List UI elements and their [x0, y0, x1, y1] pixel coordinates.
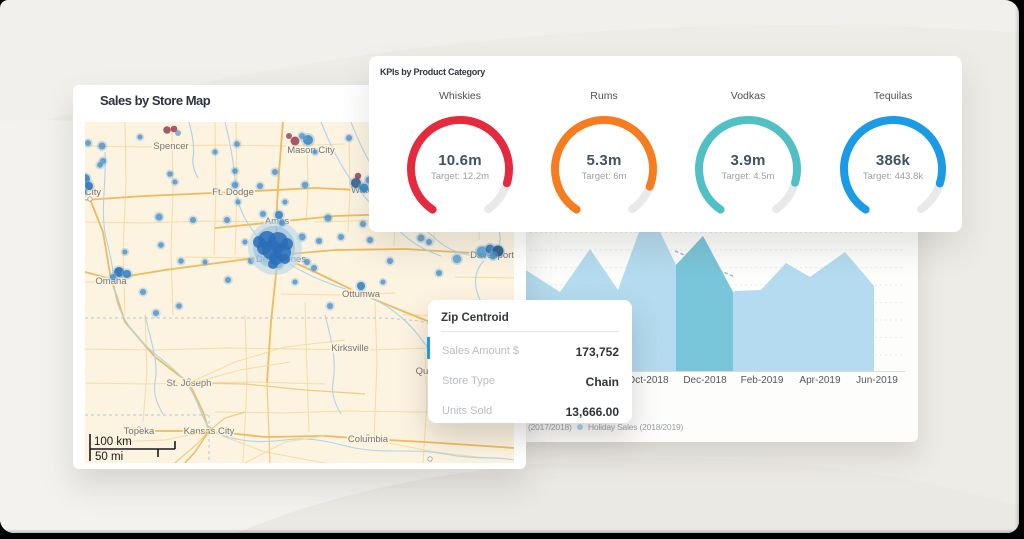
- svg-text:Ottumwa: Ottumwa: [342, 289, 381, 300]
- svg-text:Omaha: Omaha: [95, 276, 127, 287]
- svg-text:50 mi: 50 mi: [95, 451, 123, 463]
- svg-text:Ft. Dodge: Ft. Dodge: [212, 187, 254, 198]
- svg-text:Qu: Qu: [416, 366, 429, 377]
- svg-text:Columbia: Columbia: [348, 434, 389, 445]
- svg-text:Topeka: Topeka: [124, 426, 155, 437]
- svg-text:Spencer: Spencer: [153, 141, 188, 152]
- svg-text:Mason City: Mason City: [287, 145, 335, 156]
- svg-text:Kirksville: Kirksville: [331, 343, 368, 354]
- svg-text:St. Joseph: St. Joseph: [167, 378, 212, 389]
- svg-text:100 km: 100 km: [94, 436, 132, 448]
